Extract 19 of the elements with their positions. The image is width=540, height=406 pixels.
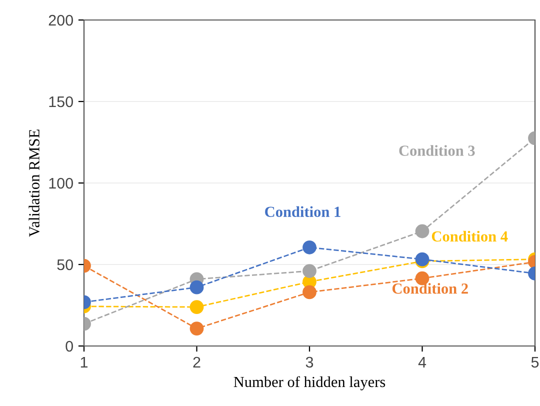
y-tick-label: 150 bbox=[49, 96, 73, 108]
point bbox=[302, 264, 316, 278]
x-tick-label: 4 bbox=[418, 356, 426, 368]
y-tick-label: 100 bbox=[49, 178, 73, 189]
y-tick-label: 0 bbox=[66, 340, 73, 352]
x-axis-title: Number of hidden layers bbox=[234, 376, 386, 390]
x-tick-label: 2 bbox=[193, 356, 200, 368]
series-label: Condition 4 bbox=[432, 230, 508, 242]
series-label: Condition 1 bbox=[265, 206, 340, 217]
x-tick-label: 5 bbox=[531, 356, 539, 368]
x-tick-label: 1 bbox=[80, 356, 88, 368]
y-tick-label: 200 bbox=[48, 14, 73, 26]
x-tick-label: 3 bbox=[306, 356, 314, 368]
point bbox=[302, 240, 316, 254]
point bbox=[302, 285, 316, 300]
y-axis-title: Validation RMSE bbox=[28, 130, 40, 237]
y-tick-label: 50 bbox=[57, 259, 73, 270]
series-label: Condition 3 bbox=[399, 145, 475, 156]
series-label: Condition 2 bbox=[392, 283, 468, 294]
